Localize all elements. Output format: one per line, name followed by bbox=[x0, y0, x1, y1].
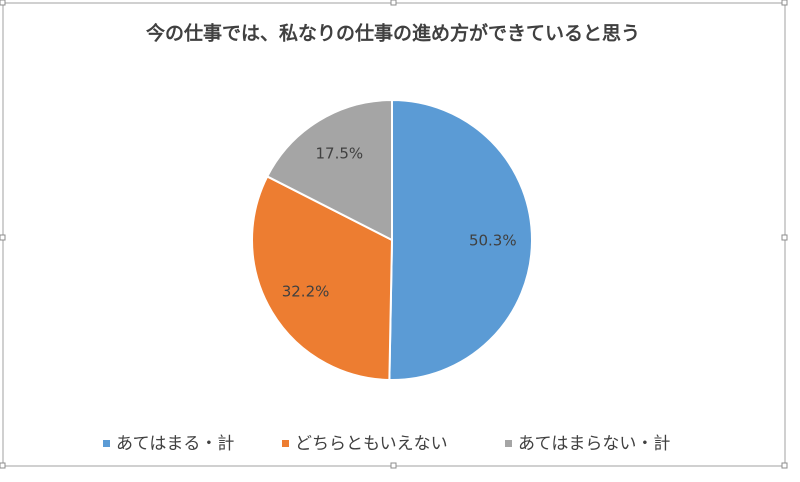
data-label: 32.2% bbox=[282, 282, 330, 300]
legend-marker bbox=[505, 440, 512, 447]
selection-handles bbox=[0, 0, 788, 469]
legend-label: どちらともいえない bbox=[295, 434, 448, 454]
legend-label: あてはまらない・計 bbox=[518, 434, 670, 454]
pie-slice bbox=[388, 98, 533, 381]
chart-title: 今の仕事では、私なりの仕事の進め方ができていると思う bbox=[145, 22, 640, 45]
pie-slice bbox=[265, 98, 393, 242]
legend-marker bbox=[282, 440, 289, 447]
legend-marker bbox=[103, 440, 110, 447]
pie-slice bbox=[251, 175, 394, 381]
data-label: 50.3% bbox=[469, 231, 517, 249]
data-label: 17.5% bbox=[316, 145, 364, 163]
legend-label: あてはまる・計 bbox=[116, 434, 234, 454]
